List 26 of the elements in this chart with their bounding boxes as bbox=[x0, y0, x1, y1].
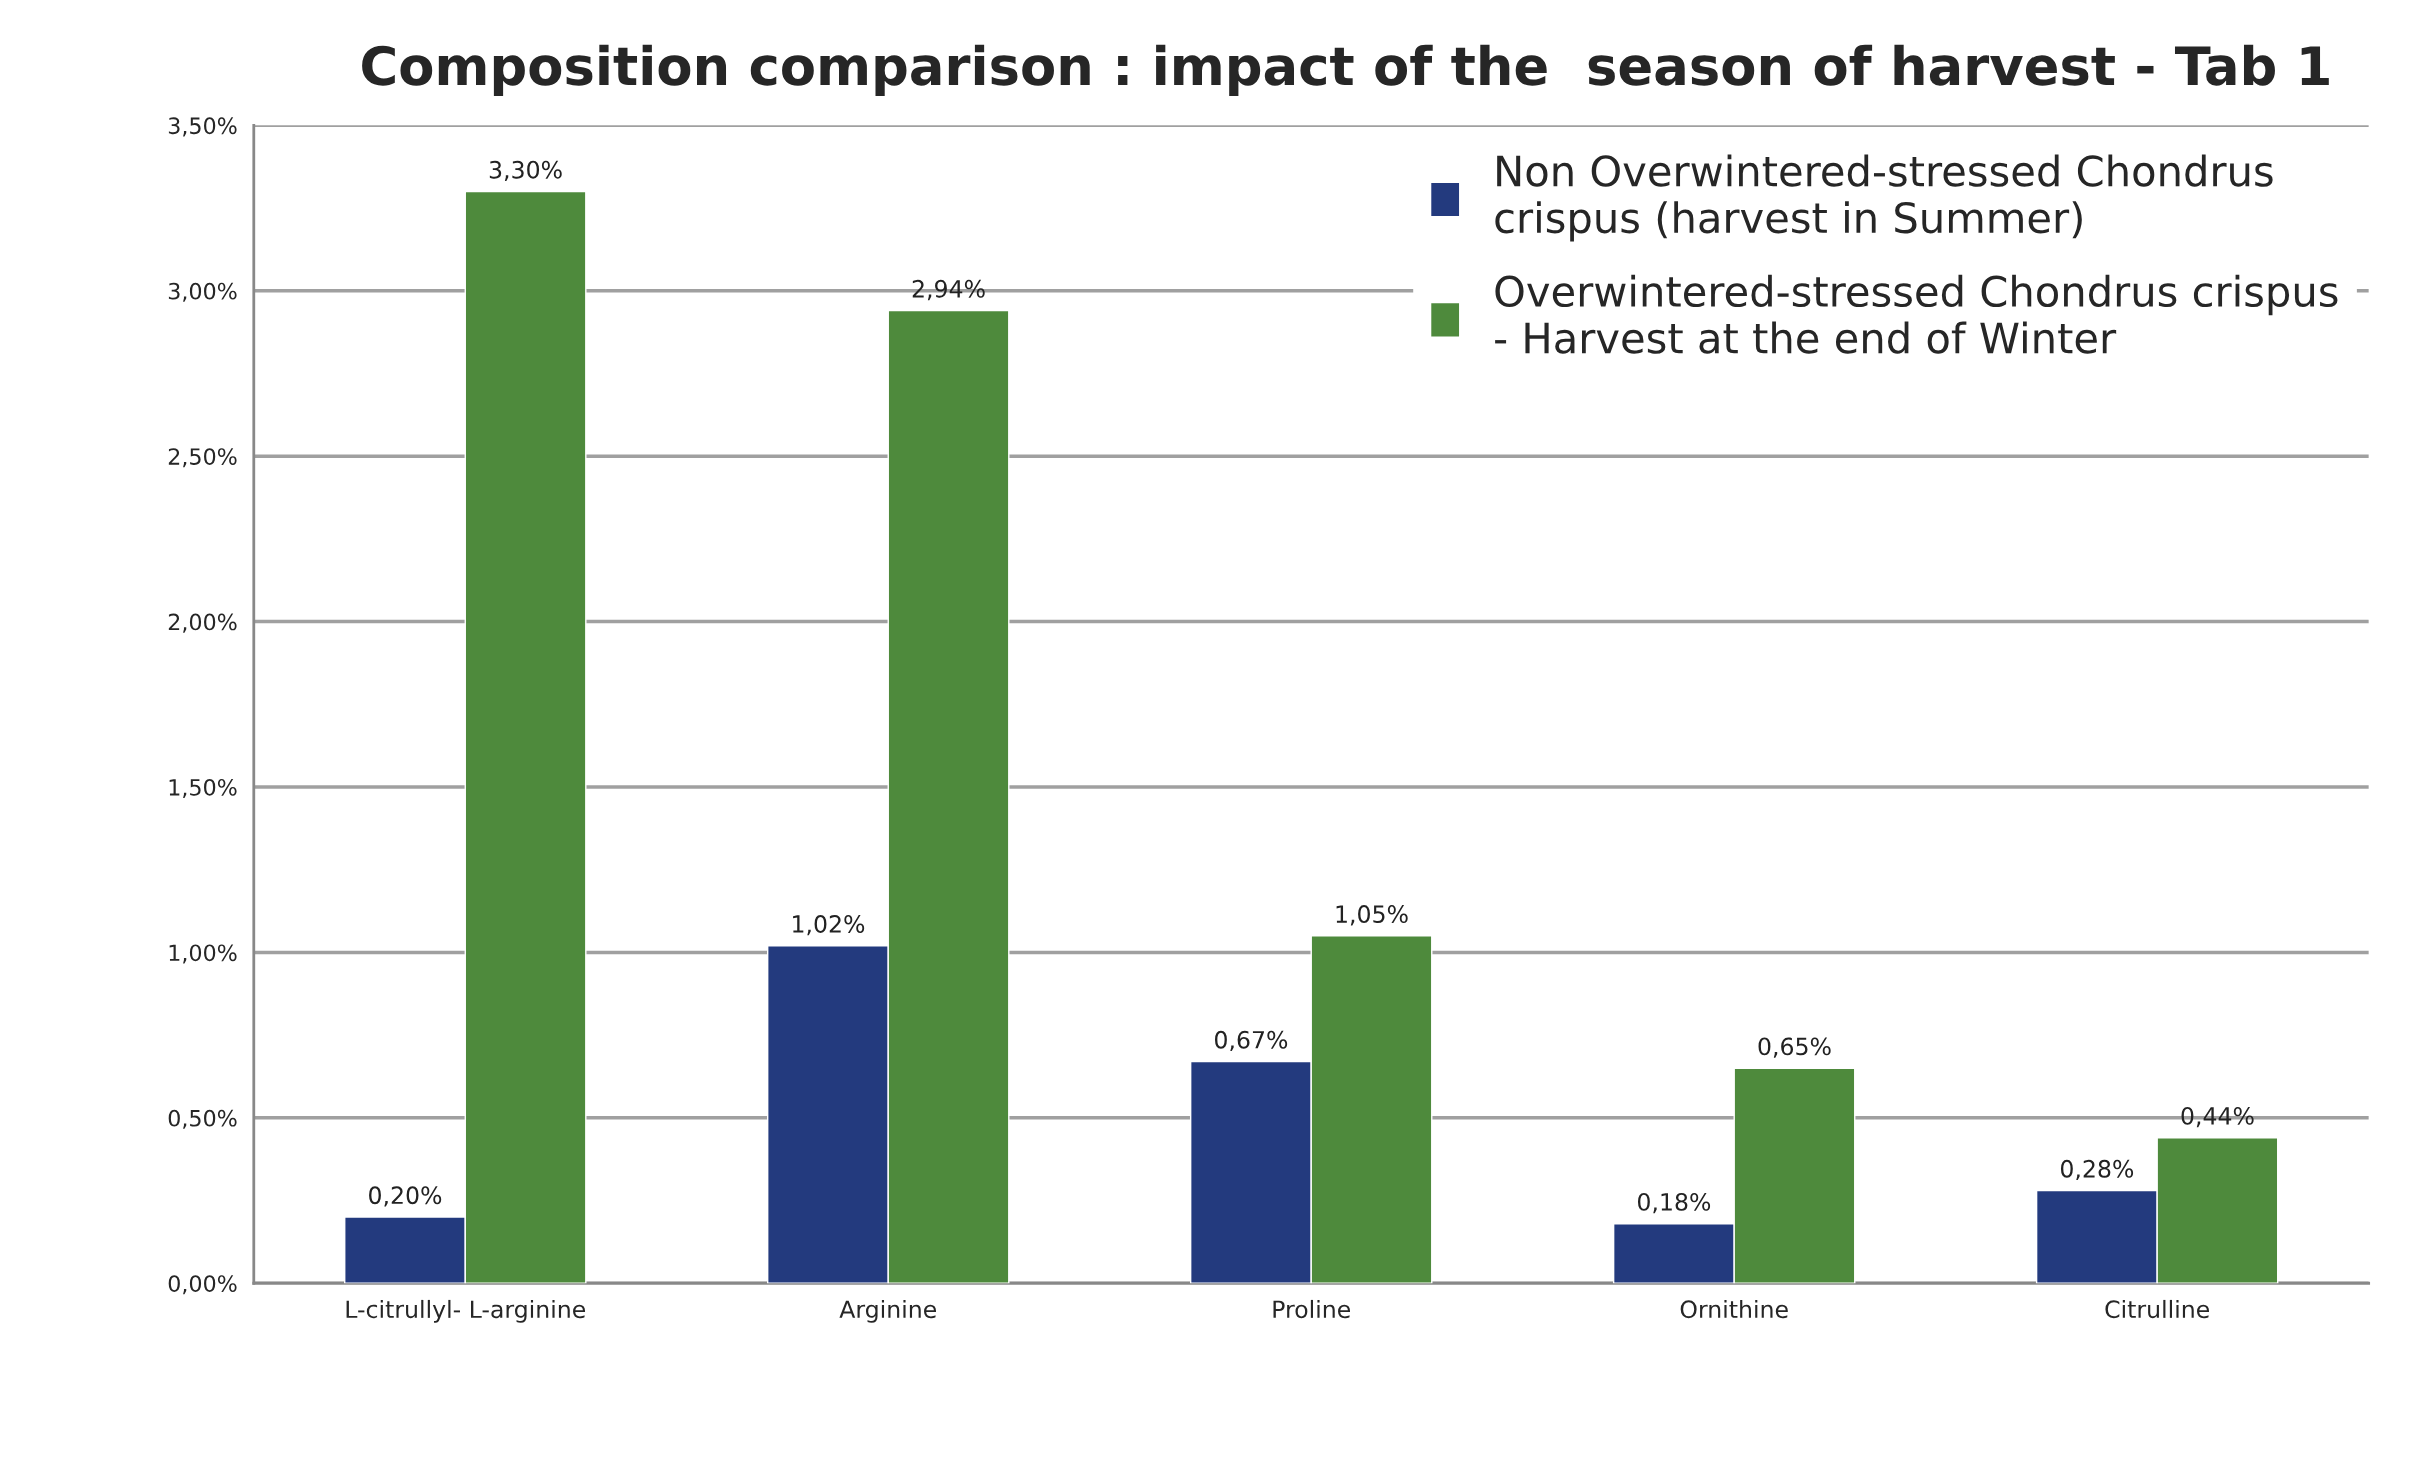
y-tick-label: 2,50% bbox=[168, 448, 237, 468]
x-tick-label: Ornithine bbox=[1680, 1299, 1788, 1319]
chart-title: Composition comparison : impact of the season of harvest - Tab 1 bbox=[362, 44, 2329, 96]
data-label: 3,30% bbox=[489, 160, 562, 182]
legend-label: Overwintered-stressed Chondrus crispus - Harvest at the end of Winter bbox=[1495, 274, 2338, 354]
legend-label: Non Overwintered-stressed Chondrus crispus (harvest in Summer) bbox=[1495, 154, 2273, 242]
data-label: 1,02% bbox=[793, 915, 865, 936]
y-tick-label: 3,50% bbox=[168, 117, 237, 137]
y-tick-label: 2,00% bbox=[168, 613, 237, 633]
data-label: 0,28% bbox=[2060, 1159, 2134, 1181]
y-tick-label: 0,50% bbox=[168, 1109, 237, 1129]
y-tick-label: 0,00% bbox=[168, 1275, 237, 1295]
data-label: 0,44% bbox=[2181, 1106, 2254, 1128]
x-tick-label: Proline bbox=[1273, 1299, 1350, 1319]
y-tick-label: 1,50% bbox=[169, 778, 237, 799]
x-tick-label: Citrulline bbox=[2105, 1299, 2209, 1319]
x-tick-label: Arginine bbox=[839, 1299, 936, 1323]
data-label: 2,94% bbox=[912, 279, 985, 301]
x-tick-label: L-citrullyl- L-arginine bbox=[346, 1299, 586, 1323]
data-label: 0,67% bbox=[1215, 1030, 1288, 1052]
y-tick-label: 1,00% bbox=[169, 944, 237, 964]
data-label: 0,20% bbox=[369, 1186, 442, 1207]
data-label: 1,05% bbox=[1336, 905, 1408, 926]
y-tick-label: 3,00% bbox=[168, 282, 237, 302]
data-label: 0,65% bbox=[1758, 1037, 1831, 1058]
data-label: 0,18% bbox=[1637, 1192, 1711, 1214]
